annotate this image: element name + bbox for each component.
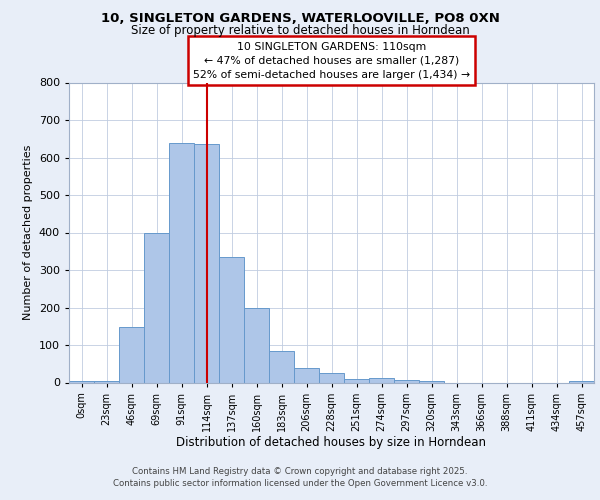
Bar [169,142,194,382]
Text: Contains HM Land Registry data © Crown copyright and database right 2025.
Contai: Contains HM Land Registry data © Crown c… [113,466,487,487]
Bar [69,380,94,382]
Bar [394,380,419,382]
Bar [244,308,269,382]
Text: Size of property relative to detached houses in Horndean: Size of property relative to detached ho… [131,24,469,37]
Bar [119,327,144,382]
Bar [94,380,119,382]
Text: 10 SINGLETON GARDENS: 110sqm
← 47% of detached houses are smaller (1,287)
52% of: 10 SINGLETON GARDENS: 110sqm ← 47% of de… [193,42,470,80]
Bar [369,378,394,382]
X-axis label: Distribution of detached houses by size in Horndean: Distribution of detached houses by size … [176,436,487,450]
Bar [144,232,169,382]
Bar [319,373,344,382]
Bar [344,379,369,382]
Bar [419,380,444,382]
Bar [269,350,294,382]
Bar [219,257,244,382]
Bar [194,144,219,382]
Y-axis label: Number of detached properties: Number of detached properties [23,145,33,320]
Bar [294,368,319,382]
Bar [569,380,594,382]
Text: 10, SINGLETON GARDENS, WATERLOOVILLE, PO8 0XN: 10, SINGLETON GARDENS, WATERLOOVILLE, PO… [101,12,499,26]
